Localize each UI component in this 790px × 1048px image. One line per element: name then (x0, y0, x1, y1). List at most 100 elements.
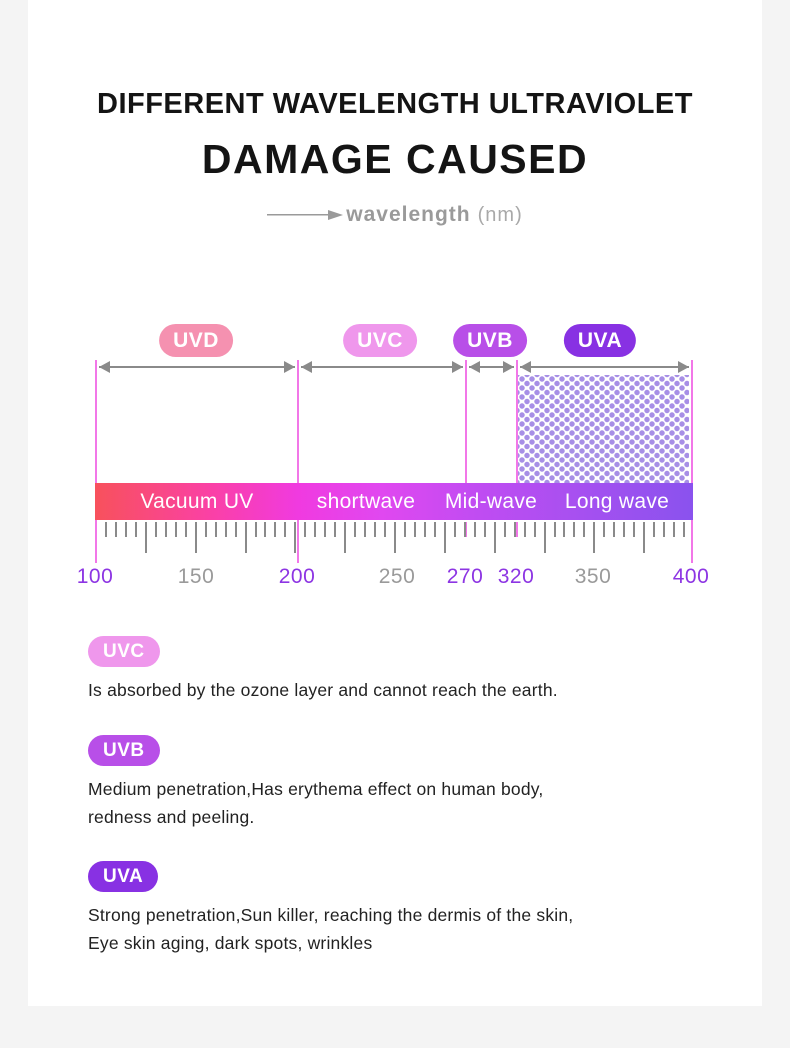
ruler-tick (354, 522, 357, 537)
ruler-tick (334, 522, 337, 537)
ruler-line-400 (691, 520, 693, 563)
ruler-tick (244, 522, 247, 553)
uvb-description-line1: Medium penetration,Has erythema effect o… (88, 779, 544, 799)
boundary-line-100 (95, 360, 97, 483)
ruler-tick (234, 522, 237, 537)
ruler-tick (164, 522, 167, 537)
uv-spectrum-diagram: UVD UVC UVB UVA Vacuum UV shortwave Mid-… (28, 320, 762, 600)
ruler-tick (184, 522, 187, 537)
ruler-tick (513, 522, 516, 537)
ruler-tick-270 (465, 522, 467, 537)
ruler-tick (523, 522, 526, 537)
uvc-description-line1: Is absorbed by the ozone layer and canno… (88, 680, 558, 700)
uva-range-arrow (520, 360, 689, 374)
page-title-line1: DIFFERENT WAVELENGTH ULTRAVIOLET (97, 88, 693, 120)
vacuum-uv-label: Vacuum UV (140, 490, 254, 513)
ruler-tick (105, 522, 107, 537)
ruler-tick (673, 522, 676, 537)
ruler-tick (174, 522, 177, 537)
mid-wave-label: Mid-wave (444, 490, 538, 513)
ruler-tick (254, 522, 257, 537)
ruler-tick (124, 522, 127, 537)
page-title-line2: DAMAGE CAUSED (201, 136, 589, 182)
ruler-tick (204, 522, 207, 537)
uvb-band-badge: UVB (453, 324, 527, 357)
boundary-line-270 (465, 360, 467, 483)
uva-band-badge: UVA (563, 324, 637, 357)
ruler-tick (154, 522, 157, 537)
axis-caption-label: wavelength (346, 203, 471, 226)
axis-number-200: 200 (278, 565, 316, 588)
ruler-tick (284, 522, 287, 537)
boundary-line-200 (297, 360, 299, 483)
ruler-tick (224, 522, 227, 537)
ruler-ticks (95, 520, 693, 566)
uvb-description-line2: redness and peeling. (88, 807, 255, 827)
ruler-tick (304, 522, 307, 537)
boundary-line-320 (516, 360, 518, 483)
uva-dotted-region (518, 375, 689, 483)
ruler-tick (423, 522, 426, 537)
long-wave-label: Long wave (564, 490, 670, 513)
axis-number-270: 270 (446, 565, 484, 588)
ruler-tick (533, 522, 536, 537)
uva-section: UVA Strong penetration,Sun killer, reach… (88, 861, 728, 957)
uvb-section-badge: UVB (88, 735, 160, 766)
ruler-tick (433, 522, 436, 537)
ruler-tick (683, 522, 685, 537)
ruler-tick (663, 522, 666, 537)
ruler-tick (364, 522, 367, 537)
ruler-tick (413, 522, 416, 537)
ruler-tick (394, 522, 396, 553)
ruler-tick (643, 522, 646, 553)
ruler-tick (344, 522, 347, 553)
ruler-tick (194, 522, 197, 553)
axis-number-350: 350 (574, 565, 612, 588)
uvc-section-badge: UVC (88, 636, 160, 667)
ruler-tick (623, 522, 626, 537)
axis-caption-row: wavelength (nm) (28, 202, 762, 228)
ruler-tick (653, 522, 656, 537)
axis-number-250: 250 (378, 565, 416, 588)
ruler-tick (384, 522, 386, 537)
axis-number-150: 150 (177, 565, 215, 588)
ruler-tick (633, 522, 636, 537)
uva-description-line2: Eye skin aging, dark spots, wrinkles (88, 933, 373, 953)
uvc-range-arrow (301, 360, 463, 374)
axis-caption-unit: (nm) (477, 203, 523, 226)
right-arrow-icon (267, 209, 344, 221)
ruler-tick (324, 522, 327, 537)
uvc-band-badge: UVC (343, 324, 417, 357)
ruler-line-200 (297, 520, 299, 563)
ruler-tick (473, 522, 476, 537)
uva-description-line1: Strong penetration,Sun killer, reaching … (88, 905, 574, 925)
uvb-section: UVB Medium penetration,Has erythema effe… (88, 735, 728, 831)
ruler-tick (134, 522, 137, 537)
boundary-line-400 (691, 360, 693, 483)
ruler-tick (603, 522, 606, 537)
ruler-tick (144, 522, 147, 553)
uvd-range-arrow (99, 360, 295, 374)
ruler-tick (573, 522, 576, 537)
spectrum-gradient-bar (95, 483, 693, 520)
ruler-tick (463, 522, 466, 537)
ruler-tick (483, 522, 486, 537)
ruler-tick (374, 522, 377, 537)
ruler-tick (493, 522, 496, 553)
uvc-section: UVC Is absorbed by the ozone layer and c… (88, 636, 728, 704)
ruler-tick (593, 522, 596, 553)
content-card: DIFFERENT WAVELENGTH ULTRAVIOLET DAMAGE … (28, 0, 762, 1006)
ruler-tick (613, 522, 616, 537)
ruler-tick (503, 522, 506, 537)
ruler-tick (553, 522, 556, 537)
ruler-tick (314, 522, 317, 537)
uvd-band-badge: UVD (159, 324, 233, 357)
shortwave-label: shortwave (316, 490, 416, 513)
axis-number-100: 100 (76, 565, 114, 588)
ruler-tick (214, 522, 217, 537)
uvb-range-arrow (469, 360, 514, 374)
ruler-tick (453, 522, 456, 537)
ruler-line-100 (95, 520, 97, 563)
axis-number-400: 400 (672, 565, 710, 588)
